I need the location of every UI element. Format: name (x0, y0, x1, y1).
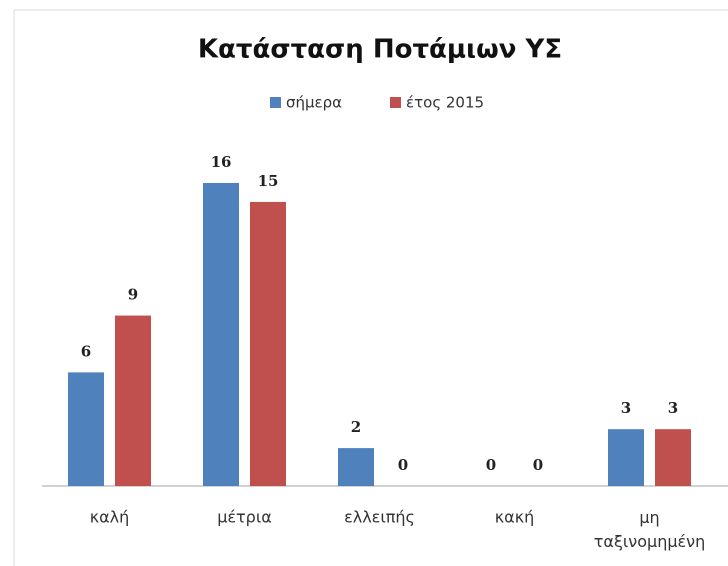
x-tick-label: ελλειπής (344, 508, 415, 527)
value-label: 3 (621, 399, 631, 417)
value-label: 9 (128, 286, 138, 304)
value-label: 6 (81, 342, 91, 360)
x-tick-label: μη ταξινομημένη (594, 508, 705, 551)
x-tick-label: καλή (90, 508, 130, 527)
chart-title: Κατάσταση Ποτάμιων ΥΣ (198, 35, 562, 65)
value-label: 15 (258, 172, 279, 190)
value-label: 0 (486, 456, 496, 474)
value-label: 0 (533, 456, 543, 474)
value-label: 2 (351, 418, 361, 436)
x-tick-label: κακή (495, 508, 535, 527)
value-label: 0 (398, 456, 408, 474)
bar (608, 429, 644, 486)
legend-label: σήμερα (286, 94, 342, 112)
bar (68, 372, 104, 486)
legend-swatch (390, 97, 401, 108)
bar (338, 448, 374, 486)
bar (203, 183, 239, 486)
legend-label: έτος 2015 (406, 94, 484, 112)
x-tick-label: μέτρια (217, 508, 272, 527)
value-label: 3 (668, 399, 678, 417)
value-label: 16 (211, 153, 232, 171)
legend-swatch (270, 97, 281, 108)
bar (655, 429, 691, 486)
bar (115, 315, 151, 486)
bar (250, 201, 286, 486)
